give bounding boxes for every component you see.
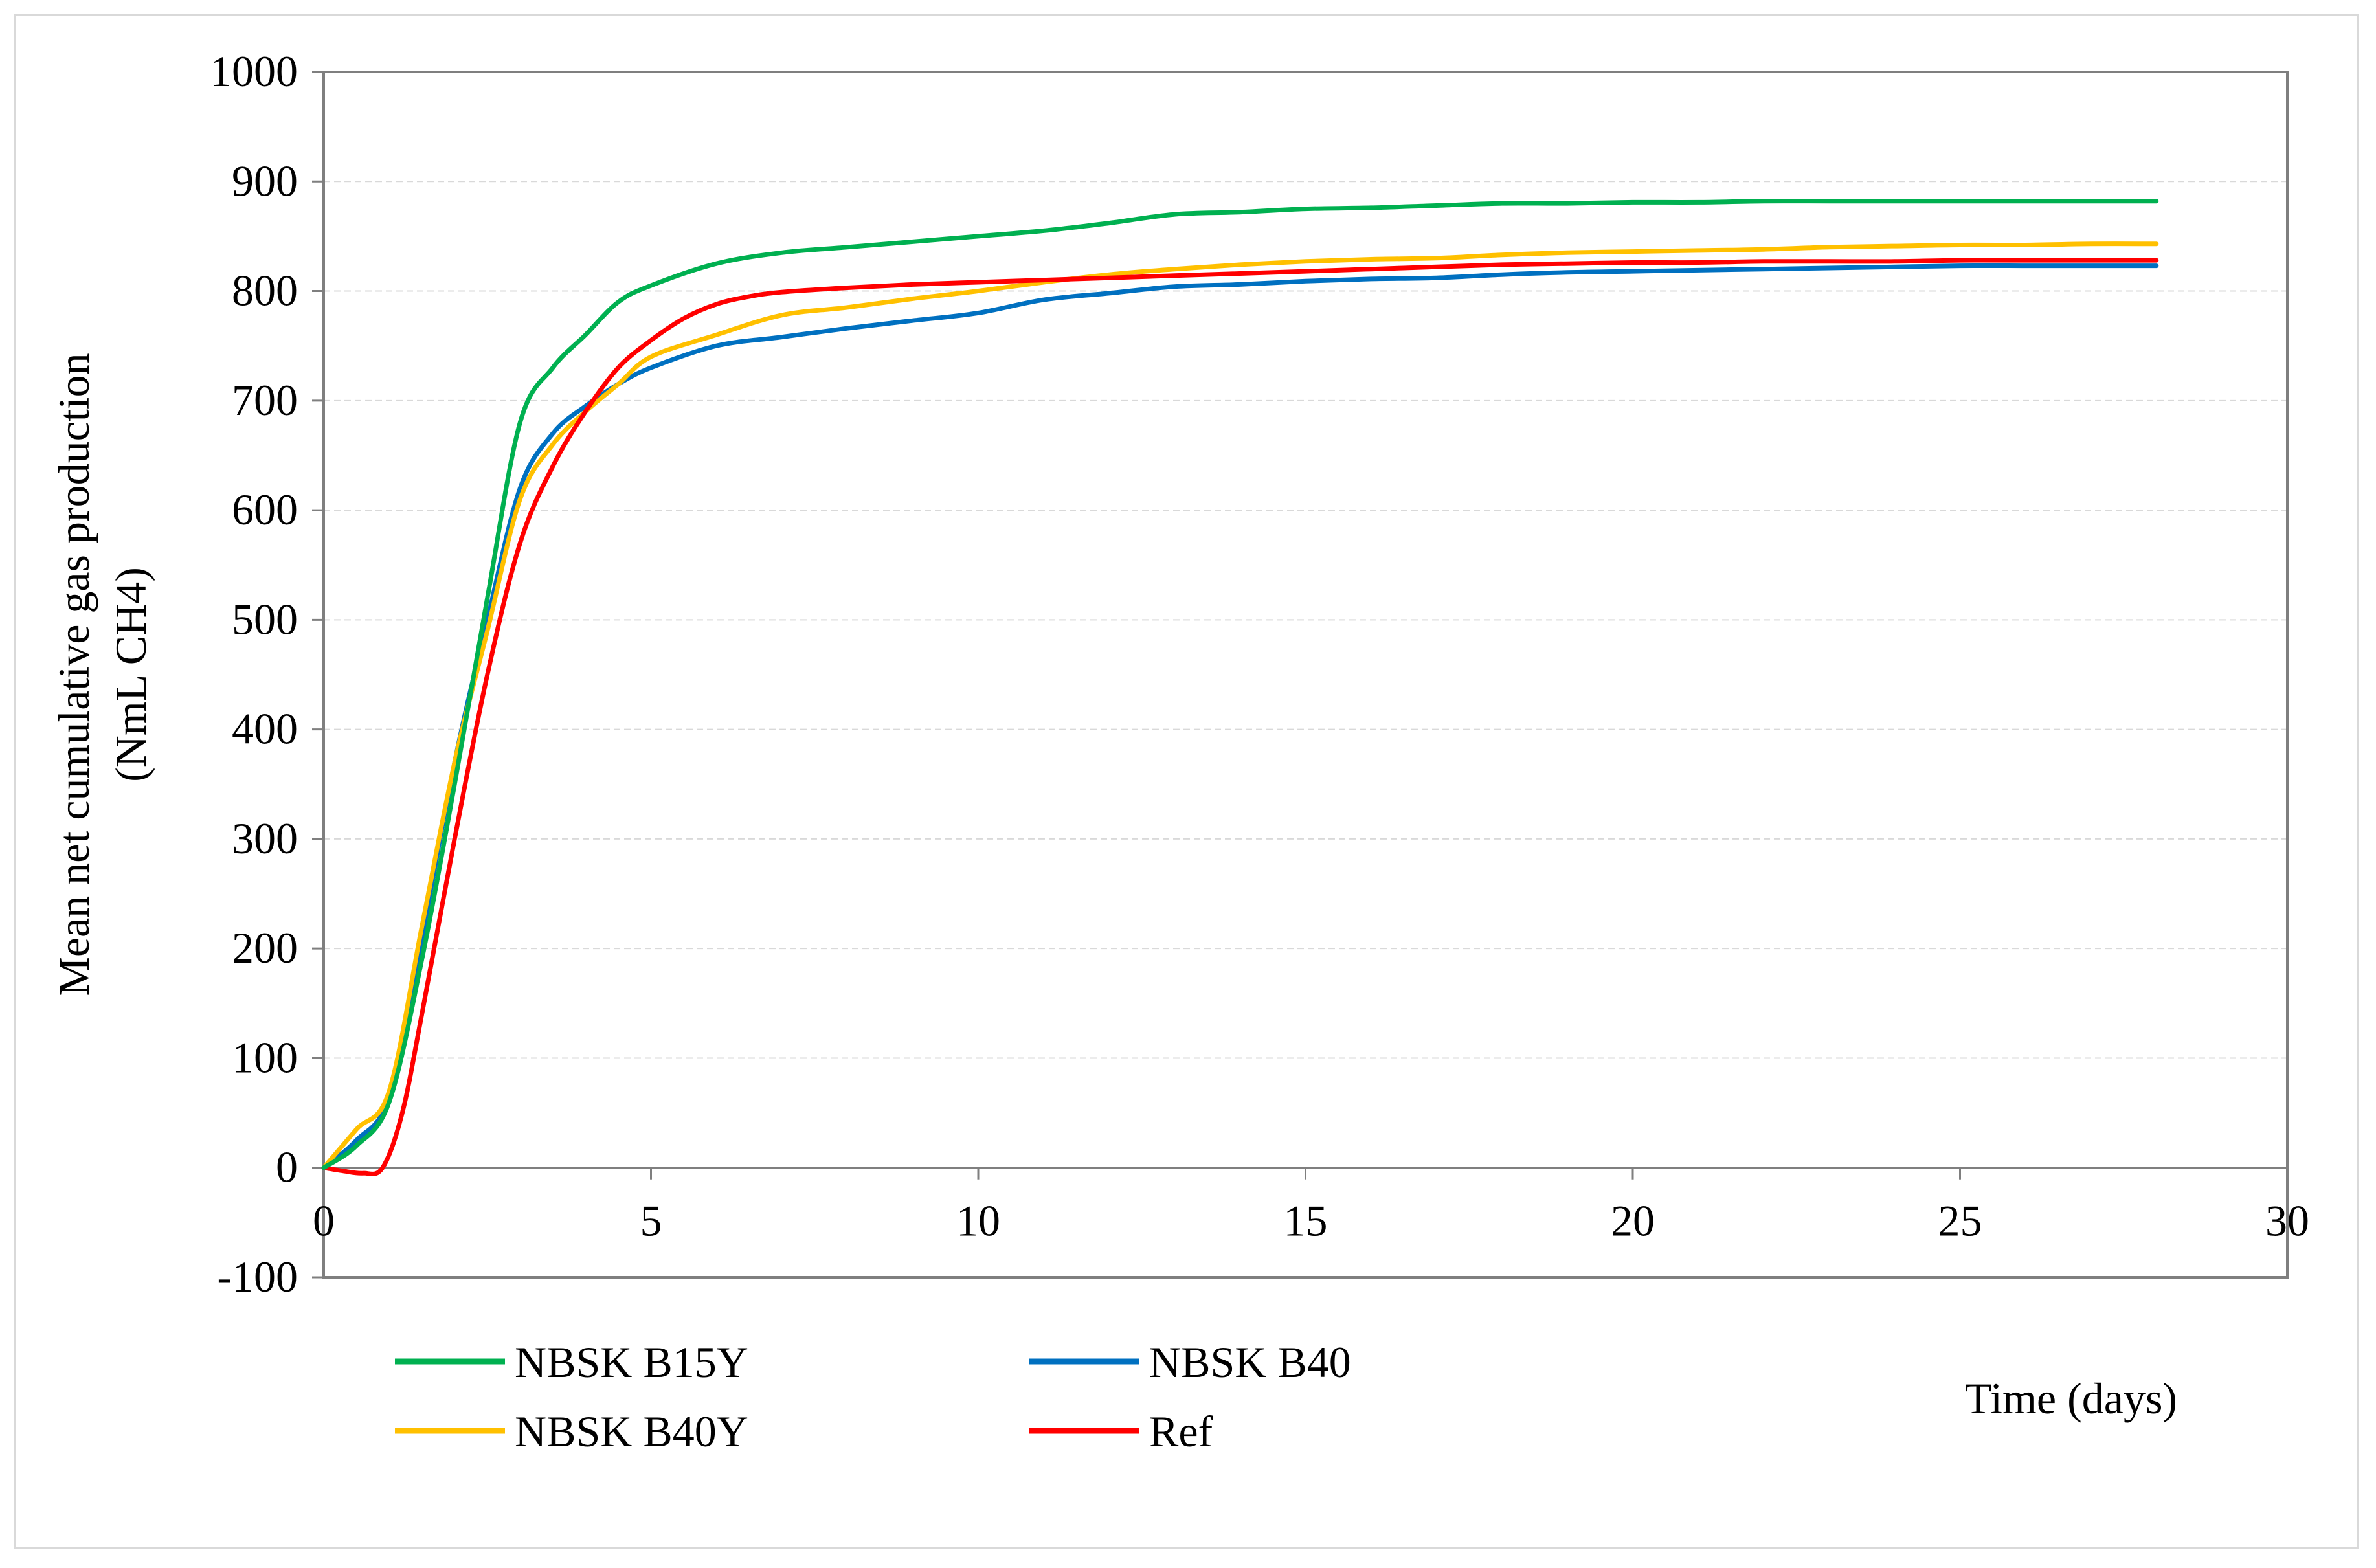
axis-ticks: -100 0 100 200 300 400 500 600 700 800 900 1000 0 5 10… xyxy=(210,47,2309,1301)
x-tick-label: 25 xyxy=(1938,1196,1982,1246)
legend: NBSK B15Y NBSK B40 NBSK B40Y Ref xyxy=(395,1338,1351,1456)
x-tick-label: 5 xyxy=(640,1196,662,1246)
legend-label-nbsk-b15y: NBSK B15Y xyxy=(515,1338,748,1387)
y-tick-label: -100 xyxy=(217,1252,298,1301)
grid-lines xyxy=(324,181,2287,1059)
legend-label-nbsk-b40: NBSK B40 xyxy=(1149,1338,1351,1387)
y-tick-label: 200 xyxy=(232,923,298,972)
series-lines xyxy=(321,199,2159,1176)
y-tick-label: 400 xyxy=(232,704,298,754)
plot-area-border xyxy=(322,71,2289,1279)
series-line-nbsk-b40y xyxy=(321,241,2159,1170)
chart-frame: -100 0 100 200 300 400 500 600 700 800 900 1000 0 5 10… xyxy=(14,14,2359,1549)
y-axis-title-line1: Mean net cumulative gas production xyxy=(49,353,98,996)
legend-label-ref: Ref xyxy=(1149,1407,1213,1456)
y-axis-title-line2: (NmL CH4) xyxy=(106,567,155,782)
y-tick-label: 300 xyxy=(232,814,298,863)
y-tick-label: 0 xyxy=(276,1143,298,1192)
x-tick-label: 10 xyxy=(956,1196,1000,1246)
y-tick-label: 100 xyxy=(232,1033,298,1082)
y-tick-label: 900 xyxy=(232,156,298,205)
legend-label-nbsk-b40y: NBSK B40Y xyxy=(515,1407,748,1456)
chart-svg: -100 0 100 200 300 400 500 600 700 800 900 1000 0 5 10… xyxy=(49,47,2309,1456)
x-axis-title: Time (days) xyxy=(1965,1374,2177,1423)
y-tick-label: 600 xyxy=(232,485,298,534)
x-tick-label: 15 xyxy=(1284,1196,1328,1246)
x-tick-label: 30 xyxy=(2265,1196,2309,1246)
y-tick-label: 700 xyxy=(232,375,298,425)
y-tick-label: 1000 xyxy=(210,47,298,96)
y-tick-label: 500 xyxy=(232,594,298,644)
series-line-ref xyxy=(321,258,2159,1176)
x-tick-label: 20 xyxy=(1611,1196,1655,1246)
y-tick-label: 800 xyxy=(232,266,298,315)
x-tick-label: 0 xyxy=(313,1196,335,1246)
series-line-nbsk-b15y xyxy=(321,199,2159,1170)
